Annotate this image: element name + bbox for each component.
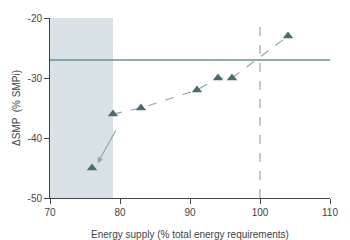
svg-text:-30: -30 [28,73,43,84]
svg-text:ΔSMP (% SMPi): ΔSMP (% SMPi) [11,70,22,146]
svg-text:-50: -50 [28,193,43,204]
svg-text:-40: -40 [28,133,43,144]
svg-text:-20: -20 [28,13,43,24]
svg-text:110: 110 [322,207,338,218]
svg-text:100: 100 [252,207,269,218]
svg-text:90: 90 [184,207,196,218]
svg-text:80: 80 [114,207,126,218]
svg-text:70: 70 [44,207,56,218]
svg-text:Energy supply (% total energy: Energy supply (% total energy requiremen… [91,229,289,240]
